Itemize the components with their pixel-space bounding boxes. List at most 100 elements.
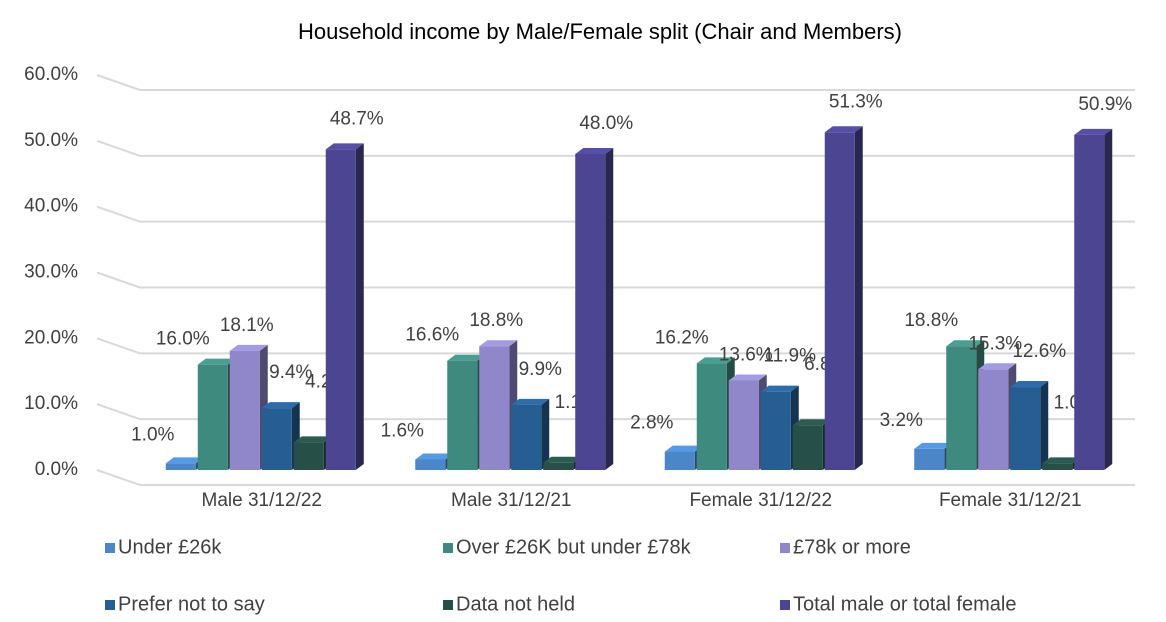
bar-top <box>543 456 582 463</box>
x-tick-label: Male 31/12/21 <box>451 490 571 511</box>
y-tick-label: 20.0% <box>24 327 78 348</box>
bar-side <box>605 148 614 470</box>
legend-label: Prefer not to say <box>118 593 265 615</box>
data-label: 18.8% <box>904 310 958 331</box>
bar-front <box>415 459 446 470</box>
bar-top <box>575 148 614 154</box>
bar-front <box>760 391 791 470</box>
data-label: 50.9% <box>1078 94 1132 115</box>
data-label: 9.4% <box>269 362 312 383</box>
y-tick-label: 40.0% <box>24 196 78 217</box>
bar-top <box>197 358 236 365</box>
bar-top <box>1042 457 1081 464</box>
data-label: 18.8% <box>469 310 523 331</box>
x-tick-label: Male 31/12/22 <box>202 490 322 511</box>
bar-top <box>479 340 518 347</box>
data-label: 1.0% <box>131 424 174 445</box>
bar-front <box>946 346 977 470</box>
grid-line <box>96 74 1135 91</box>
data-label: 12.6% <box>1012 341 1066 362</box>
data-label: 1.6% <box>381 420 424 441</box>
grid-line <box>96 469 1135 486</box>
grid-line <box>96 337 1135 355</box>
data-label: 48.0% <box>579 113 633 134</box>
data-label: 2.8% <box>630 413 673 434</box>
bar-front <box>293 442 324 470</box>
data-label: 13.6% <box>719 344 773 365</box>
bar <box>575 148 614 470</box>
bar-front <box>1042 463 1073 470</box>
bar-side <box>1104 128 1113 471</box>
bar-top <box>165 457 204 464</box>
bar-front <box>261 408 292 470</box>
chart-title: Household income by Male/Female split (C… <box>298 19 902 44</box>
bar-top <box>978 363 1017 370</box>
data-label: 51.3% <box>829 91 883 112</box>
grid-line <box>96 139 1135 157</box>
y-tick-label: 60.0% <box>24 64 78 85</box>
bar-top <box>664 445 703 452</box>
legend-swatch <box>443 543 453 553</box>
legend-swatch <box>105 543 115 553</box>
bar-side <box>1040 381 1049 470</box>
data-label: 16.0% <box>156 329 210 350</box>
legend-swatch <box>780 600 790 610</box>
bar-top <box>293 436 332 443</box>
bar-top <box>229 344 268 351</box>
bar-top <box>261 402 300 409</box>
bar <box>1010 381 1049 470</box>
bar-top <box>415 453 454 460</box>
x-tick-label: Female 31/12/21 <box>939 490 1082 511</box>
bar-top <box>824 126 863 133</box>
bar-top <box>1010 381 1049 388</box>
y-tick-label: 10.0% <box>24 393 78 414</box>
bar-top <box>447 354 486 361</box>
bar <box>261 402 300 470</box>
bar-top <box>325 143 364 150</box>
bar-front <box>914 448 945 470</box>
bar-top <box>1074 128 1113 135</box>
bar-top <box>914 442 953 449</box>
bar-front <box>1074 134 1105 471</box>
bar-front <box>229 350 260 470</box>
bar-front <box>165 463 196 470</box>
data-label: 18.1% <box>220 315 274 336</box>
data-label: 16.2% <box>655 327 709 348</box>
y-tick-label: 30.0% <box>24 262 78 283</box>
legend-label: Over £26K but under £78k <box>456 536 692 558</box>
x-tick-label: Female 31/12/22 <box>689 490 832 511</box>
data-label: 48.7% <box>330 108 384 129</box>
bar <box>1074 128 1113 471</box>
bar <box>824 126 863 470</box>
y-tick-label: 50.0% <box>24 130 78 151</box>
data-label: 15.3% <box>968 333 1022 354</box>
bar-front <box>511 404 542 470</box>
bar-front <box>325 149 356 470</box>
bar-side <box>541 398 550 470</box>
bar-front <box>728 380 759 470</box>
bar-front <box>664 451 695 470</box>
bar-front <box>575 154 606 470</box>
legend-swatch <box>443 600 453 610</box>
bar-front <box>1010 387 1041 470</box>
data-label: 11.9% <box>764 346 817 367</box>
bar-front <box>792 425 823 470</box>
grid-line <box>96 271 1135 289</box>
bar <box>511 398 550 470</box>
bar-front <box>824 132 855 470</box>
bar-front <box>447 360 478 470</box>
bar-top <box>946 340 985 347</box>
bar-front <box>543 462 574 470</box>
bar-front <box>479 346 510 470</box>
data-label: 9.9% <box>519 359 562 380</box>
legend-swatch <box>780 543 790 553</box>
bar-top <box>511 398 550 405</box>
legend-label: Under £26k <box>118 536 222 558</box>
bar <box>325 143 364 470</box>
legend-label: Total male or total female <box>793 593 1016 615</box>
legend-label: £78k or more <box>793 536 911 558</box>
legend-label: Data not held <box>456 593 575 615</box>
y-tick-label: 0.0% <box>35 459 78 480</box>
data-label: 3.2% <box>880 410 923 431</box>
